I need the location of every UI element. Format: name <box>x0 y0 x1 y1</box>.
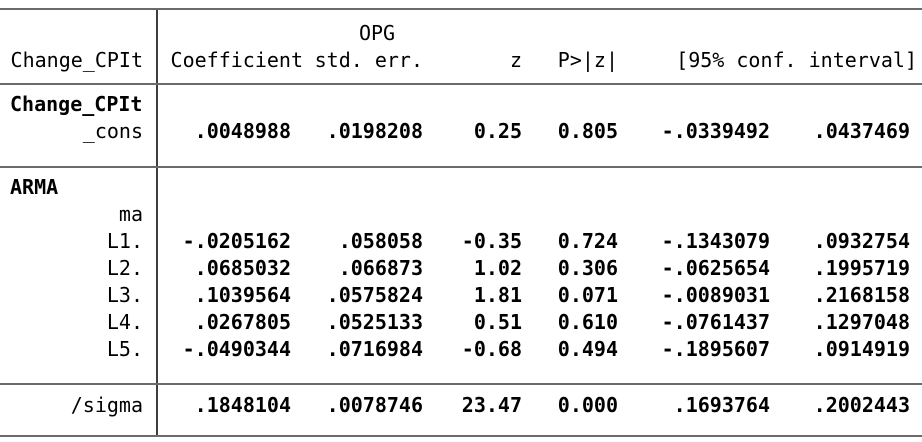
ci-upper-value: .0914919 <box>813 337 910 361</box>
p-value: 0.724 <box>557 229 618 253</box>
row-label: L1. <box>106 229 143 253</box>
column-header-depvar: Change_CPIt <box>10 48 143 72</box>
z-value: 0.25 <box>473 119 522 143</box>
row-label: L3. <box>106 283 143 307</box>
column-header-conf-interval: [95% conf. interval] <box>676 48 917 72</box>
p-value: 0.805 <box>557 119 618 143</box>
std-err-value: .0078746 <box>326 393 423 417</box>
std-err-value: .0525133 <box>326 310 423 334</box>
opg-group-label: OPG <box>358 21 396 45</box>
equation-section-change-cpit: Change_CPIt _cons .0048988 .0198208 0.25… <box>0 85 922 168</box>
p-value: 0.494 <box>557 337 618 361</box>
coefficient-value: .0685032 <box>194 256 291 280</box>
stata-regression-table: OPG Change_CPIt Coefficient std. err. z … <box>0 8 922 437</box>
ci-upper-value: .0932754 <box>813 229 910 253</box>
row-label: L2. <box>106 256 143 280</box>
ci-lower-value: .1693764 <box>673 393 770 417</box>
header-row-opg: OPG <box>0 20 922 47</box>
ci-lower-value: -.1895607 <box>661 337 770 361</box>
z-value: 0.51 <box>473 310 522 334</box>
ci-upper-value: .2168158 <box>813 283 910 307</box>
p-value: 0.000 <box>557 393 618 417</box>
coefficient-value: .0267805 <box>194 310 291 334</box>
row-label: L4. <box>106 310 143 334</box>
p-value: 0.306 <box>557 256 618 280</box>
column-header-std-err: std. err. <box>314 48 423 72</box>
std-err-value: .0716984 <box>326 337 423 361</box>
table-row-l1: L1. -.0205162 .058058 -0.35 0.724 -.1343… <box>0 228 922 255</box>
table-row-sigma: /sigma .1848104 .0078746 23.47 0.000 .16… <box>0 392 922 419</box>
group-label: ma <box>118 202 143 226</box>
equation-name: Change_CPIt <box>10 92 143 116</box>
column-header-coefficient: Coefficient <box>170 48 303 72</box>
column-header-p: P>|z| <box>557 48 618 72</box>
table-row-l5: L5. -.0490344 .0716984 -0.68 0.494 -.189… <box>0 336 922 363</box>
row-label: _cons <box>82 119 143 143</box>
z-value: 1.81 <box>473 283 522 307</box>
z-value: -0.68 <box>461 337 522 361</box>
std-err-value: .058058 <box>338 229 423 253</box>
equation-section-arma: ARMA ma L1. -.0205162 .058058 -0.35 0.72… <box>0 168 922 385</box>
std-err-value: .0575824 <box>326 283 423 307</box>
row-label: L5. <box>106 337 143 361</box>
table-vertical-divider <box>156 8 158 437</box>
std-err-value: .0198208 <box>326 119 423 143</box>
ci-upper-value: .1297048 <box>813 310 910 334</box>
equation-name: ARMA <box>10 175 59 199</box>
column-header-z: z <box>509 48 522 72</box>
spacer <box>143 20 291 47</box>
equation-name-row: ARMA <box>0 174 922 201</box>
std-err-value: .066873 <box>338 256 423 280</box>
z-value: 1.02 <box>473 256 522 280</box>
coefficient-value: .1039564 <box>194 283 291 307</box>
table-row-l3: L3. .1039564 .0575824 1.81 0.071 -.00890… <box>0 282 922 309</box>
p-value: 0.610 <box>557 310 618 334</box>
coefficient-value: .0048988 <box>194 119 291 143</box>
coefficient-value: .1848104 <box>194 393 291 417</box>
table-row-l4: L4. .0267805 .0525133 0.51 0.610 -.07614… <box>0 309 922 336</box>
table-row-cons: _cons .0048988 .0198208 0.25 0.805 -.033… <box>0 118 922 145</box>
group-label-row: ma <box>0 201 922 228</box>
ci-lower-value: -.0761437 <box>661 310 770 334</box>
ci-lower-value: -.1343079 <box>661 229 770 253</box>
table-row-l2: L2. .0685032 .066873 1.02 0.306 -.062565… <box>0 255 922 282</box>
table-header-section: OPG Change_CPIt Coefficient std. err. z … <box>0 10 922 85</box>
equation-name-row: Change_CPIt <box>0 91 922 118</box>
z-value: -0.35 <box>461 229 522 253</box>
ci-upper-value: .0437469 <box>813 119 910 143</box>
ci-lower-value: -.0089031 <box>661 283 770 307</box>
row-label: /sigma <box>70 393 143 417</box>
ci-lower-value: -.0625654 <box>661 256 770 280</box>
coefficient-value: -.0490344 <box>182 337 291 361</box>
sigma-section: /sigma .1848104 .0078746 23.47 0.000 .16… <box>0 385 922 435</box>
ci-upper-value: .2002443 <box>813 393 910 417</box>
coefficient-value: -.0205162 <box>182 229 291 253</box>
header-row-columns: Change_CPIt Coefficient std. err. z P>|z… <box>0 47 922 74</box>
z-value: 23.47 <box>461 393 522 417</box>
p-value: 0.071 <box>557 283 618 307</box>
ci-lower-value: -.0339492 <box>661 119 770 143</box>
ci-upper-value: .1995719 <box>813 256 910 280</box>
spacer <box>0 20 143 47</box>
